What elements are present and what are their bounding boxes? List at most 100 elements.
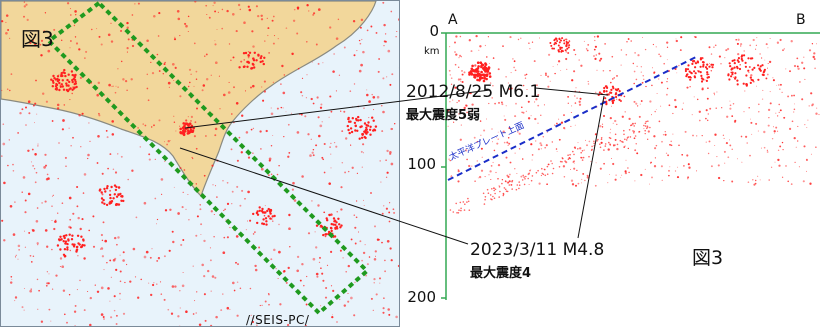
epicenter-dot	[338, 74, 341, 76]
epicenter-dot	[119, 254, 121, 256]
epicenter-dot	[334, 223, 337, 226]
epicenter-dot	[463, 209, 466, 211]
epicenter-dot	[221, 8, 224, 11]
epicenter-dot	[772, 77, 774, 79]
epicenter-dot	[247, 50, 250, 53]
epicenter-dot	[632, 130, 634, 132]
epicenter-dot	[193, 42, 196, 45]
epicenter-dot	[230, 113, 233, 115]
epicenter-dot	[195, 234, 198, 237]
epicenter-dot	[285, 281, 288, 284]
epicenter-dot	[107, 167, 109, 170]
epicenter-dot	[69, 99, 71, 101]
epicenter-dot	[686, 154, 689, 157]
epicenter-dot	[758, 111, 760, 113]
epicenter-dot	[768, 179, 770, 181]
epicenter-dot	[163, 255, 166, 258]
epicenter-dot	[634, 149, 637, 152]
epicenter-dot	[603, 86, 606, 90]
epicenter-dot	[45, 284, 48, 287]
epicenter-dot	[702, 65, 705, 68]
epicenter-dot	[187, 15, 190, 18]
epicenter-dot	[545, 74, 547, 76]
epicenter-dot	[110, 40, 114, 43]
epicenter-dot	[241, 189, 244, 192]
epicenter-dot	[749, 154, 751, 157]
epicenter-dot	[361, 166, 363, 168]
epicenter-dot	[658, 78, 660, 80]
epicenter-dot	[190, 73, 192, 75]
epicenter-dot	[546, 183, 548, 186]
epicenter-dot	[268, 157, 272, 161]
epicenter-dot	[172, 240, 175, 244]
epicenter-dot	[729, 104, 732, 107]
map-figure-label: 図3	[21, 27, 54, 51]
epicenter-dot	[458, 209, 460, 211]
epicenter-dot	[27, 149, 30, 153]
epicenter-dot	[357, 115, 360, 119]
epicenter-dot	[790, 183, 793, 185]
epicenter-dot	[765, 77, 768, 80]
epicenter-dot	[614, 178, 617, 181]
epicenter-dot	[36, 207, 39, 209]
epicenter-dot	[644, 129, 646, 132]
epicenter-dot	[53, 77, 56, 80]
epicenter-dot	[635, 78, 638, 81]
epicenter-dot	[270, 112, 274, 116]
epicenter-dot	[578, 103, 582, 106]
epicenter-dot	[663, 62, 665, 65]
epicenter-dot	[557, 49, 560, 52]
epicenter-dot	[44, 229, 48, 232]
epicenter-dot	[452, 211, 455, 213]
epicenter-dot	[756, 37, 758, 39]
epicenter-dot	[518, 147, 521, 150]
epicenter-dot	[247, 54, 250, 57]
epicenter-dot	[711, 63, 715, 66]
epicenter-dot	[23, 15, 25, 18]
epicenter-dot	[668, 104, 671, 107]
epicenter-dot	[273, 35, 276, 37]
epicenter-dot	[210, 290, 212, 292]
epicenter-dot	[358, 39, 361, 42]
epicenter-dot	[333, 235, 337, 238]
epicenter-dot	[550, 160, 552, 162]
epicenter-dot	[300, 91, 303, 94]
epicenter-dot	[397, 264, 399, 268]
epicenter-dot	[447, 125, 449, 127]
epicenter-dot	[105, 129, 108, 132]
epicenter-dot	[59, 265, 61, 268]
epicenter-dot	[56, 107, 60, 110]
epicenter-dot	[179, 95, 182, 98]
epicenter-dot	[158, 70, 161, 72]
epicenter-dot	[209, 247, 211, 249]
epicenter-dot	[265, 223, 268, 226]
epicenter-dot	[455, 202, 457, 205]
epicenter-dot	[649, 183, 650, 185]
epicenter-dot	[100, 313, 104, 316]
epicenter-dot	[329, 146, 331, 149]
epicenter-dot	[614, 88, 617, 91]
epicenter-dot	[23, 5, 26, 8]
epicenter-dot	[791, 120, 794, 123]
epicenter-dot	[124, 79, 128, 83]
epicenter-dot	[317, 116, 320, 119]
epicenter-dot	[73, 310, 77, 313]
epicenter-dot	[43, 166, 46, 169]
epicenter-dot	[224, 208, 226, 211]
epicenter-dot	[672, 112, 674, 115]
epicenter-dot	[577, 182, 580, 185]
epicenter-dot	[117, 186, 121, 189]
epicenter-dot	[725, 49, 728, 52]
epicenter-dot	[781, 176, 784, 178]
epicenter-dot	[262, 62, 265, 66]
epicenter-dot	[193, 135, 196, 138]
epicenter-dot	[449, 74, 451, 76]
epicenter-dot	[72, 77, 76, 81]
epicenter-dot	[182, 126, 186, 130]
epicenter-dot	[64, 240, 68, 243]
epicenter-dot	[597, 93, 600, 96]
epicenter-dot	[810, 153, 812, 155]
epicenter-dot	[478, 175, 482, 179]
epicenter-dot	[708, 140, 711, 143]
epicenter-dot	[36, 278, 39, 281]
